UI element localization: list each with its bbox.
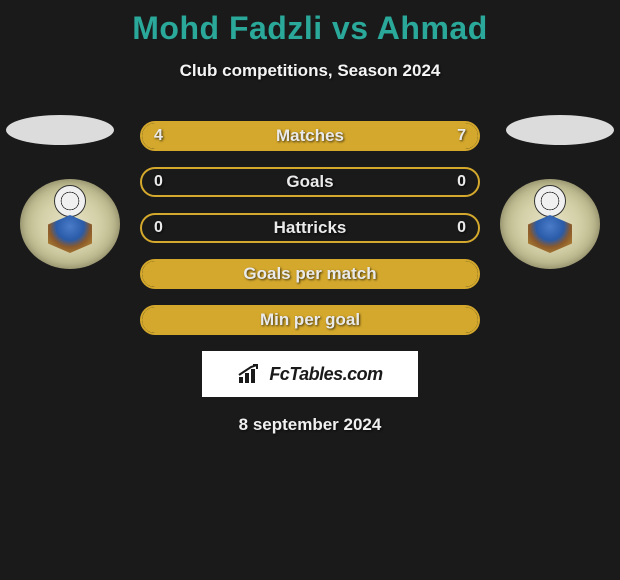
stat-label: Matches xyxy=(142,126,478,146)
stat-label: Goals per match xyxy=(142,264,478,284)
stat-value-right: 7 xyxy=(457,127,466,145)
page-title: Mohd Fadzli vs Ahmad xyxy=(0,0,620,47)
player-left-avatar xyxy=(6,115,114,145)
stat-value-right: 0 xyxy=(457,173,466,191)
stat-row: Hattricks0 0 xyxy=(140,213,480,243)
stat-label: Min per goal xyxy=(142,310,478,330)
crest-badge-icon xyxy=(20,179,120,269)
comparison-content: Matches47Goals00Hattricks00Goals per mat… xyxy=(0,121,620,435)
club-crest-right xyxy=(500,179,600,269)
footer-date: 8 september 2024 xyxy=(0,415,620,435)
stat-row: Min per goal xyxy=(140,305,480,335)
stat-label: Goals xyxy=(142,172,478,192)
chart-up-icon xyxy=(237,363,265,385)
player-right-avatar xyxy=(506,115,614,145)
stat-value-left: 4 xyxy=(154,127,163,145)
crest-badge-icon xyxy=(500,179,600,269)
stat-label: Hattricks xyxy=(142,218,478,238)
page-subtitle: Club competitions, Season 2024 xyxy=(0,61,620,81)
stat-row: Matches4 7 xyxy=(140,121,480,151)
brand-text: FcTables.com xyxy=(269,364,382,385)
stat-bars: Matches47Goals00Hattricks00Goals per mat… xyxy=(140,121,480,335)
club-crest-left xyxy=(20,179,120,269)
stat-value-left: 0 xyxy=(154,219,163,237)
stat-row: Goals0 0 xyxy=(140,167,480,197)
stat-value-left: 0 xyxy=(154,173,163,191)
stat-row: Goals per match xyxy=(140,259,480,289)
stat-value-right: 0 xyxy=(457,219,466,237)
brand-box: FcTables.com xyxy=(202,351,418,397)
